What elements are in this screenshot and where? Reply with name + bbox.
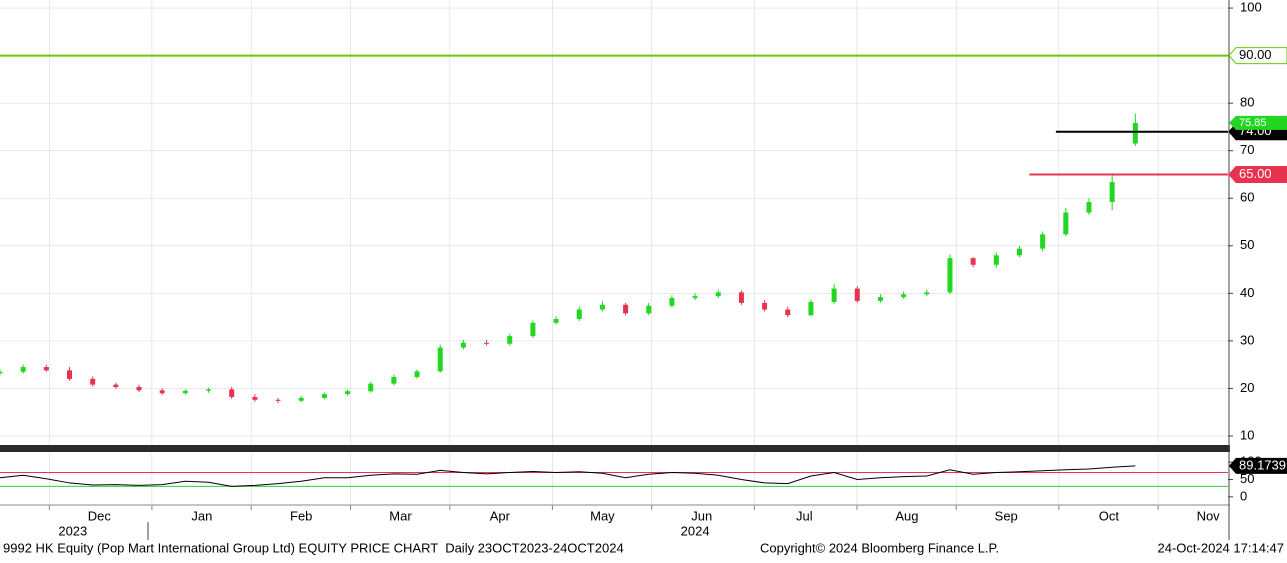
candle-body [368, 383, 374, 392]
line-tag [1228, 165, 1287, 183]
y-tick-label: 100 [1240, 0, 1262, 15]
candle-body [576, 309, 582, 320]
x-tick-label: Mar [389, 508, 412, 523]
candle-body [715, 292, 721, 297]
x-tick-label: Nov [1197, 508, 1221, 523]
y-tick-label: 0 [1240, 488, 1247, 503]
rsi-line [0, 465, 1136, 487]
x-tick-label: May [590, 508, 615, 523]
candle-body [993, 255, 999, 265]
candle-body [507, 336, 513, 344]
x-tick-label: Oct [1099, 508, 1120, 523]
candle-body [599, 304, 605, 310]
candle-body [20, 367, 26, 372]
candle-body [669, 298, 675, 306]
y-tick-label: 80 [1240, 95, 1254, 110]
candle-body [877, 297, 883, 301]
candle-body [808, 301, 814, 316]
candle-body [275, 399, 281, 401]
candle-body [391, 377, 397, 384]
candle-body [206, 389, 212, 391]
candle-body [553, 319, 559, 323]
year-label: 2024 [681, 523, 710, 538]
candle-body [924, 292, 930, 295]
line-label: 90.00 [1239, 47, 1272, 62]
candle-body [136, 386, 142, 391]
y-tick-label: 60 [1240, 190, 1254, 205]
candle-body [738, 292, 744, 303]
candle-body [970, 258, 976, 265]
candle-body [43, 367, 49, 371]
x-tick-label: Dec [88, 508, 112, 523]
candle-body [229, 389, 235, 397]
y-tick-label: 10 [1240, 427, 1254, 442]
candle-body [460, 342, 466, 348]
candle-body [321, 394, 327, 398]
x-tick-label: Jun [691, 508, 712, 523]
value-tag [1229, 457, 1287, 474]
candle-body [785, 309, 791, 316]
candle-body [692, 296, 698, 299]
last-price-tag [1229, 115, 1287, 130]
x-tick-label: Feb [290, 508, 312, 523]
footer-copyright: Copyright© 2024 Bloomberg Finance L.P. [760, 540, 999, 555]
candle-body [947, 258, 953, 293]
candle-body [484, 342, 490, 344]
footer-title: 9992 HK Equity (Pop Mart International G… [3, 540, 624, 555]
y-tick-label: 50 [1240, 471, 1254, 486]
candle-body [345, 391, 351, 395]
x-tick-label: Aug [895, 508, 918, 523]
candle-body [113, 384, 119, 387]
last-price-label: 75.85 [1239, 117, 1267, 129]
candle-body [530, 322, 536, 337]
candle-body [901, 294, 907, 298]
x-tick-label: Jul [796, 508, 813, 523]
candle-body [252, 396, 258, 400]
panel-divider [0, 445, 1230, 452]
candle-body [1086, 202, 1092, 213]
candle-body [646, 305, 652, 314]
candle-body [1132, 122, 1138, 144]
y-tick-label: 20 [1240, 380, 1254, 395]
candle-body [831, 288, 837, 302]
candle-body [437, 347, 443, 372]
candle-body [762, 302, 768, 310]
line-label: 65.00 [1239, 166, 1272, 181]
candle-body [159, 390, 165, 394]
candle-body [623, 304, 629, 314]
candle-body [67, 370, 73, 379]
candle-body [1109, 182, 1115, 203]
y-tick-label: 40 [1240, 285, 1254, 300]
y-tick-label: 70 [1240, 142, 1254, 157]
candle-body [854, 288, 860, 301]
candle-body [90, 378, 96, 385]
candle-body [0, 371, 3, 374]
x-tick-label: Sep [995, 508, 1018, 523]
candle-body [1016, 248, 1022, 256]
y-tick-label: 50 [1240, 237, 1254, 252]
y-tick-label: 30 [1240, 332, 1254, 347]
candle-body [182, 390, 188, 394]
year-label: 2023 [58, 523, 87, 538]
candle-body [298, 397, 304, 401]
line-tag [1228, 47, 1287, 65]
candle-body [1040, 234, 1046, 249]
value-label: 89.1739 [1239, 457, 1286, 472]
x-tick-label: Apr [490, 508, 511, 523]
x-tick-label: Jan [191, 508, 212, 523]
candle-body [1063, 212, 1069, 235]
footer-timestamp: 24-Oct-2024 17:14:47 [1158, 540, 1284, 555]
candle-body [414, 371, 420, 378]
